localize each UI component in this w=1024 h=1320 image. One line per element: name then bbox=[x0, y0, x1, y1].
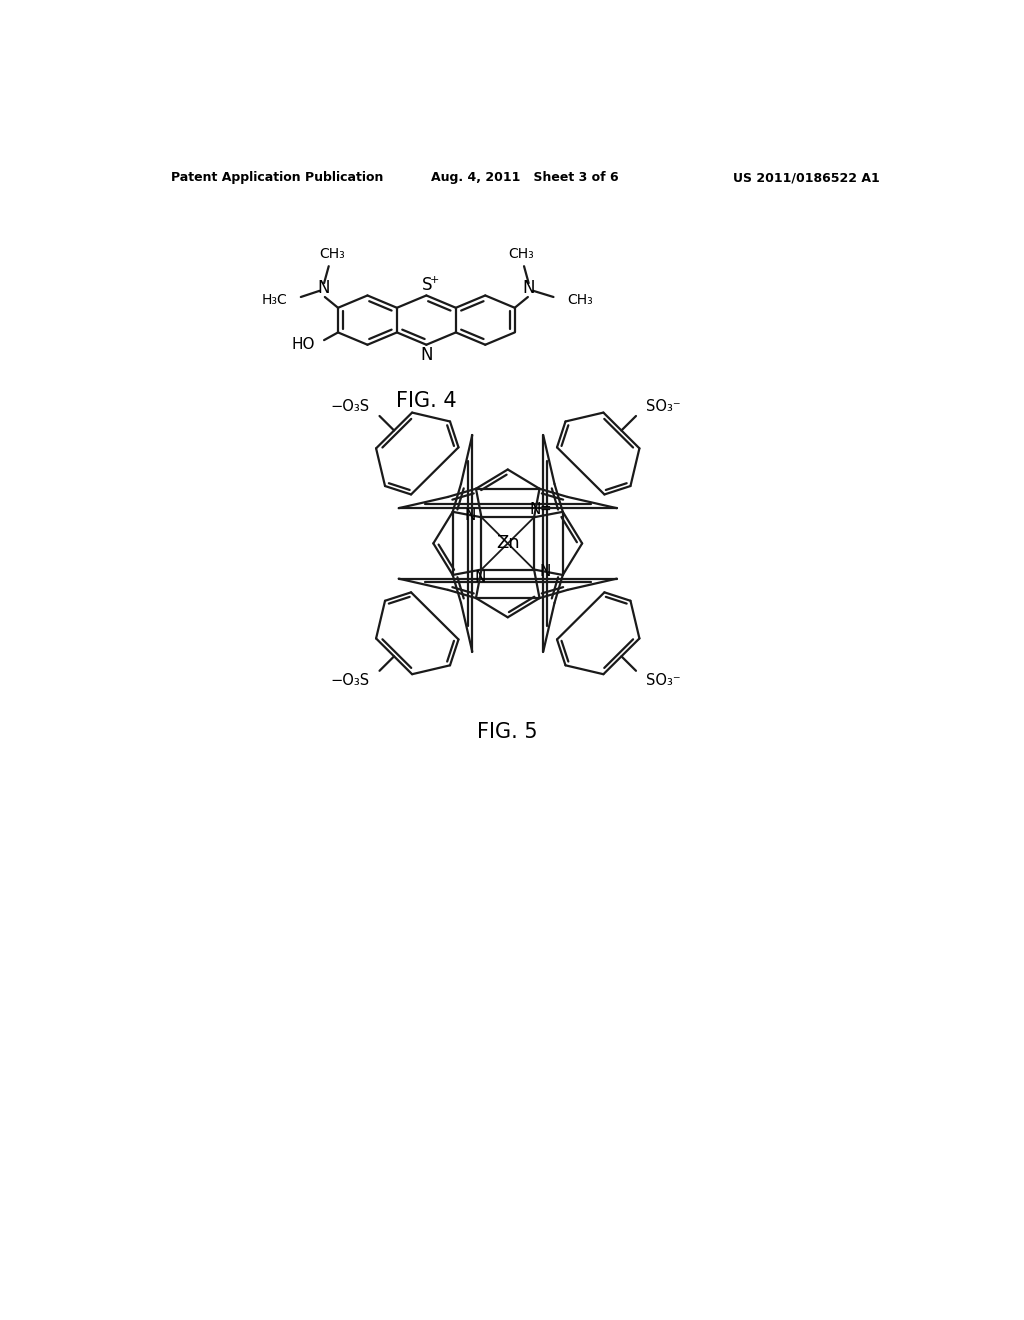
Text: CH₃: CH₃ bbox=[508, 247, 534, 261]
Text: N: N bbox=[317, 279, 331, 297]
Text: N: N bbox=[474, 570, 485, 585]
Text: N: N bbox=[465, 508, 476, 523]
Text: N: N bbox=[529, 502, 542, 517]
Text: Aug. 4, 2011   Sheet 3 of 6: Aug. 4, 2011 Sheet 3 of 6 bbox=[431, 172, 618, 185]
Text: FIG. 5: FIG. 5 bbox=[477, 722, 538, 742]
Text: =: = bbox=[539, 503, 551, 516]
Text: H₃C: H₃C bbox=[261, 293, 288, 308]
Text: FIG. 4: FIG. 4 bbox=[396, 391, 457, 411]
Text: N: N bbox=[420, 346, 432, 364]
Text: +: + bbox=[429, 275, 439, 285]
Text: Patent Application Publication: Patent Application Publication bbox=[171, 172, 383, 185]
Text: −O₃S: −O₃S bbox=[331, 399, 370, 413]
Text: SO₃⁻: SO₃⁻ bbox=[646, 673, 681, 688]
Text: CH₃: CH₃ bbox=[318, 247, 345, 261]
Text: N: N bbox=[540, 564, 551, 578]
Text: US 2011/0186522 A1: US 2011/0186522 A1 bbox=[733, 172, 880, 185]
Text: Zn: Zn bbox=[496, 535, 519, 552]
Text: CH₃: CH₃ bbox=[567, 293, 593, 308]
Text: HO: HO bbox=[291, 337, 314, 352]
Text: N: N bbox=[522, 279, 535, 297]
Text: −O₃S: −O₃S bbox=[331, 673, 370, 688]
Text: SO₃⁻: SO₃⁻ bbox=[646, 399, 681, 413]
Text: S: S bbox=[422, 276, 432, 294]
